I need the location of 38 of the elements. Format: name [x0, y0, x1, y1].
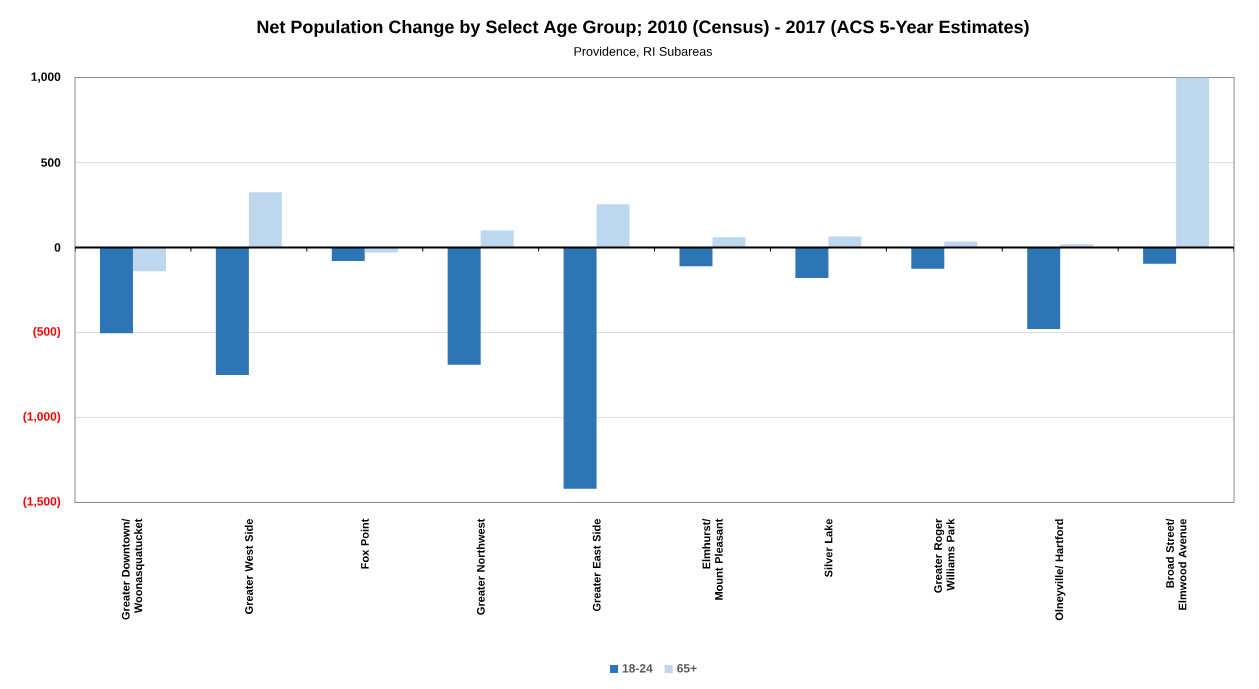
x-tick-label: Greater Roger Williams Park	[934, 518, 955, 593]
bar	[679, 247, 713, 267]
y-tick-label: (1,000)	[23, 411, 61, 424]
bar	[132, 247, 166, 272]
bar	[828, 236, 862, 248]
bar	[99, 247, 133, 334]
bar	[795, 247, 829, 279]
legend-label: 18-24	[622, 664, 653, 673]
x-tick-label: Greater East Side	[592, 519, 601, 612]
bar	[215, 247, 249, 375]
bar	[1027, 247, 1061, 330]
x-tick-label: Elmhurst/ Mount Pleasant	[702, 518, 723, 600]
chart-title: Net Population Change by Select Age Group; 2010 (Census) - 2017 (ACS 5-Year Estimates)	[257, 20, 1029, 37]
bar	[911, 247, 945, 269]
y-tick-label: (500)	[33, 326, 61, 339]
y-tick-label: 500	[41, 158, 61, 167]
x-tick-label: Greater West Side	[244, 518, 253, 614]
x-tick-label: Broad Street/ Elmwood Avenue	[1165, 518, 1187, 610]
x-tick-label: Olneyville/ Hartford	[1055, 519, 1066, 621]
bar	[712, 237, 746, 248]
bar	[331, 247, 365, 262]
bar	[248, 192, 282, 248]
y-tick-label: 1,000	[31, 72, 61, 83]
x-tick-label: Fox Point	[360, 518, 369, 569]
bar	[596, 204, 630, 248]
x-tick-label: Greater Northwest	[476, 518, 485, 615]
chart-subtitle: Providence, RI Subareas	[574, 46, 713, 58]
bar	[447, 247, 481, 365]
bar	[480, 230, 514, 248]
y-tick-label: (1,500)	[23, 496, 61, 508]
y-tick-label: 0	[54, 243, 61, 252]
legend-label: 65+	[677, 664, 697, 673]
bar	[1176, 77, 1210, 248]
bar	[563, 247, 597, 489]
x-tick-label: Greater Downtown/ Woonasquatucket	[121, 518, 145, 620]
bar	[364, 247, 398, 253]
bar	[1143, 247, 1177, 264]
x-tick-label: Silver Lake	[824, 518, 833, 577]
